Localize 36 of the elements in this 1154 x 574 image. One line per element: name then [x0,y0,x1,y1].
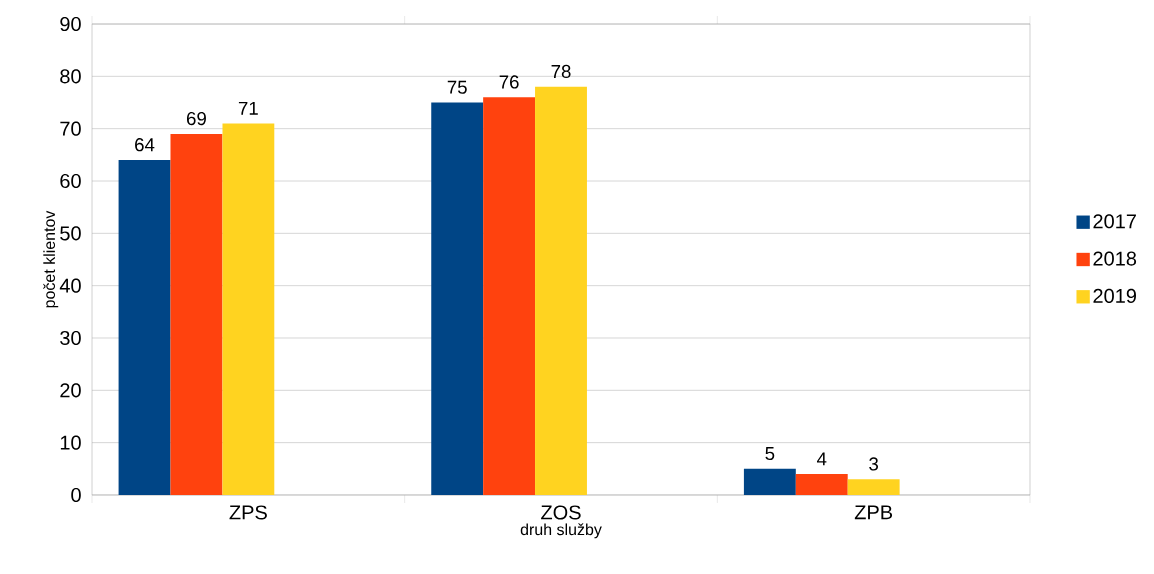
bar [743,468,796,495]
y-tick-label: 80 [60,69,81,84]
data-label: 5 [765,447,775,461]
bar [170,133,223,495]
y-tick-label: 40 [59,278,81,293]
y-tick-label: 60 [60,173,81,189]
data-label: 76 [499,75,519,89]
bar [535,86,587,495]
bar [847,479,900,495]
bar [431,102,484,495]
data-label: 4 [816,452,827,466]
bar [118,160,171,495]
y-axis-title: počet klientov [43,210,59,308]
legend-label: 2018 [1093,251,1137,266]
legend-label: 2019 [1093,288,1136,303]
data-label: 69 [187,111,206,126]
y-tick-label: 90 [60,16,81,32]
data-label: 75 [447,80,467,94]
data-label: 3 [869,457,879,471]
y-tick-label: 10 [60,435,81,450]
x-axis-title: druh služby [520,523,602,539]
y-tick-label: 30 [60,330,81,346]
bar [483,97,536,495]
y-tick-label: 50 [60,226,81,241]
bar [795,474,848,495]
legend-label: 2017 [1093,214,1136,229]
data-label: 71 [238,101,258,115]
y-tick-label: 70 [60,121,81,136]
bar [222,123,275,495]
y-tick-label: 20 [60,383,81,398]
x-tick-label: ZOS [541,505,581,520]
data-label: 78 [551,64,571,79]
x-tick-label: ZPB [854,505,893,520]
y-tick-label: 0 [71,487,81,503]
x-tick-label: ZPS [229,505,267,520]
data-label: 64 [135,138,155,152]
